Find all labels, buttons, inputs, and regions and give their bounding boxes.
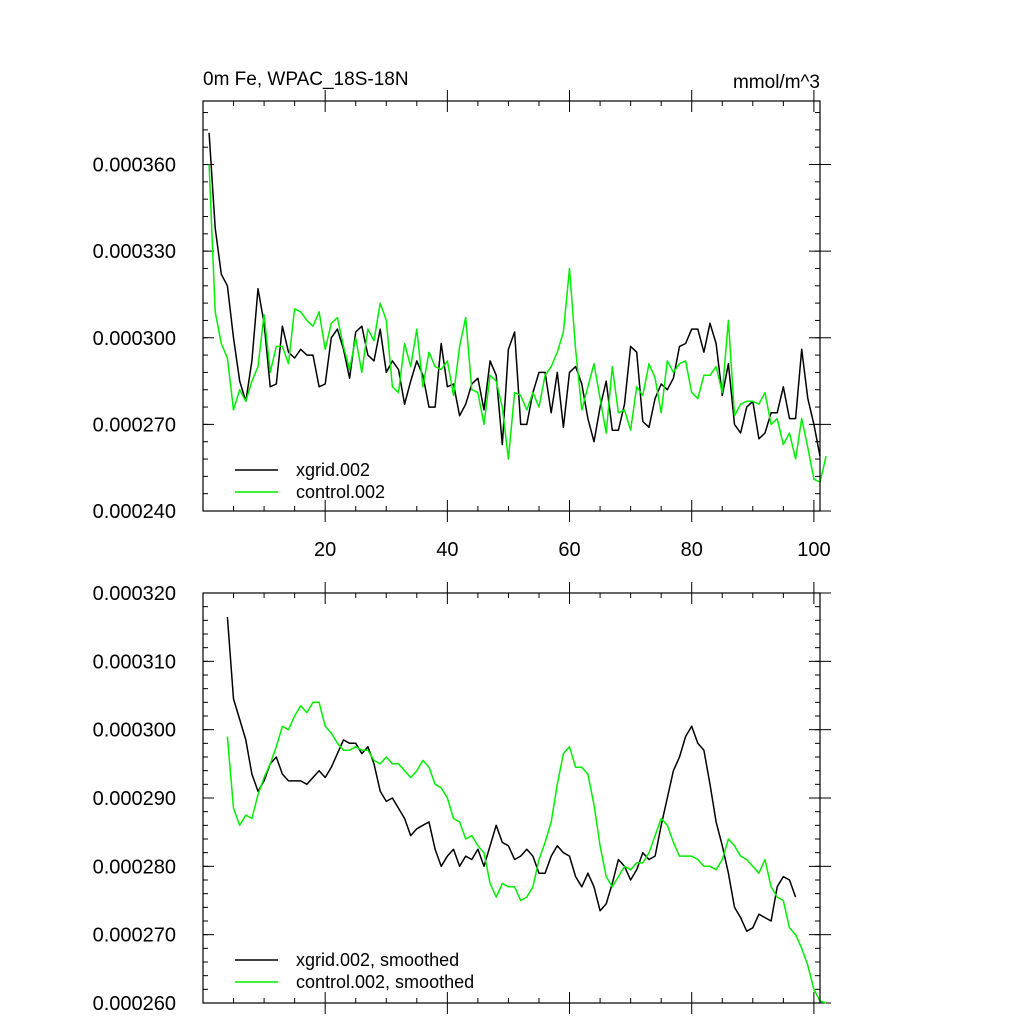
bottom-y-tick-label: 0.000260: [93, 993, 176, 1015]
top-series-layer: [208, 132, 827, 483]
top-y-tick-label: 0.000360: [93, 155, 176, 177]
bottom-series-layer: [226, 616, 827, 1004]
top-legend: xgrid.002 control.002: [235, 460, 385, 502]
bottom-panel: 0.000260 0.000270 0.000280 0.000290 0.000300…: [93, 582, 831, 1015]
bottom-y-tick-label: 0.000310: [93, 651, 176, 673]
top-x-tick-labels: 20 40 60 80 100: [314, 539, 831, 561]
top-y-tick-labels: 0.000240 0.000270 0.000300 0.000330 0.000360: [93, 155, 176, 523]
top-x-tick-label: 80: [681, 539, 703, 561]
top-title-right: mmol/m^3: [733, 72, 820, 93]
top-y-tick-label: 0.000330: [93, 241, 176, 263]
top-legend-label-0: xgrid.002: [296, 460, 370, 480]
top-ticks: [203, 90, 831, 522]
bottom-legend: xgrid.002, smoothed control.002, smoothe…: [235, 950, 474, 992]
bottom-y-tick-label: 0.000280: [93, 856, 176, 878]
bottom-legend-label-0: xgrid.002, smoothed: [296, 950, 459, 970]
bottom-legend-label-1: control.002, smoothed: [296, 972, 474, 992]
bottom-series-line-xgrid: [226, 616, 797, 932]
top-panel: 0m Fe, WPAC_18S-18N mmol/m^3 0.0002400.0…: [93, 69, 831, 561]
top-plot-frame: [202, 100, 821, 512]
bottom-y-tick-label: 0.000300: [93, 720, 176, 742]
bottom-plot-frame: [202, 592, 821, 1004]
top-x-tick-label: 40: [436, 539, 458, 561]
bottom-ticks: [203, 582, 831, 1014]
top-series-line-control: [208, 164, 827, 483]
top-x-tick-label: 60: [558, 539, 580, 561]
top-y-tick-label: 0.000300: [93, 328, 176, 350]
bottom-y-tick-labels: 0.000260 0.000270 0.000280 0.000290 0.000300…: [93, 583, 176, 1015]
top-x-tick-label: 20: [314, 539, 336, 561]
bottom-y-tick-label: 0.000290: [93, 788, 176, 810]
top-title-left: 0m Fe, WPAC_18S-18N: [203, 69, 409, 90]
top-y-tick-label: 0.000270: [93, 414, 176, 436]
bottom-y-tick-label: 0.000320: [93, 583, 176, 605]
bottom-y-tick-label: 0.000270: [93, 925, 176, 947]
top-series-line-xgrid: [208, 132, 821, 457]
top-x-tick-label: 100: [797, 539, 830, 561]
top-y-tick-label: 0.000240: [93, 501, 176, 523]
bottom-series-line-control: [226, 701, 827, 1004]
top-legend-label-1: control.002: [296, 482, 385, 502]
